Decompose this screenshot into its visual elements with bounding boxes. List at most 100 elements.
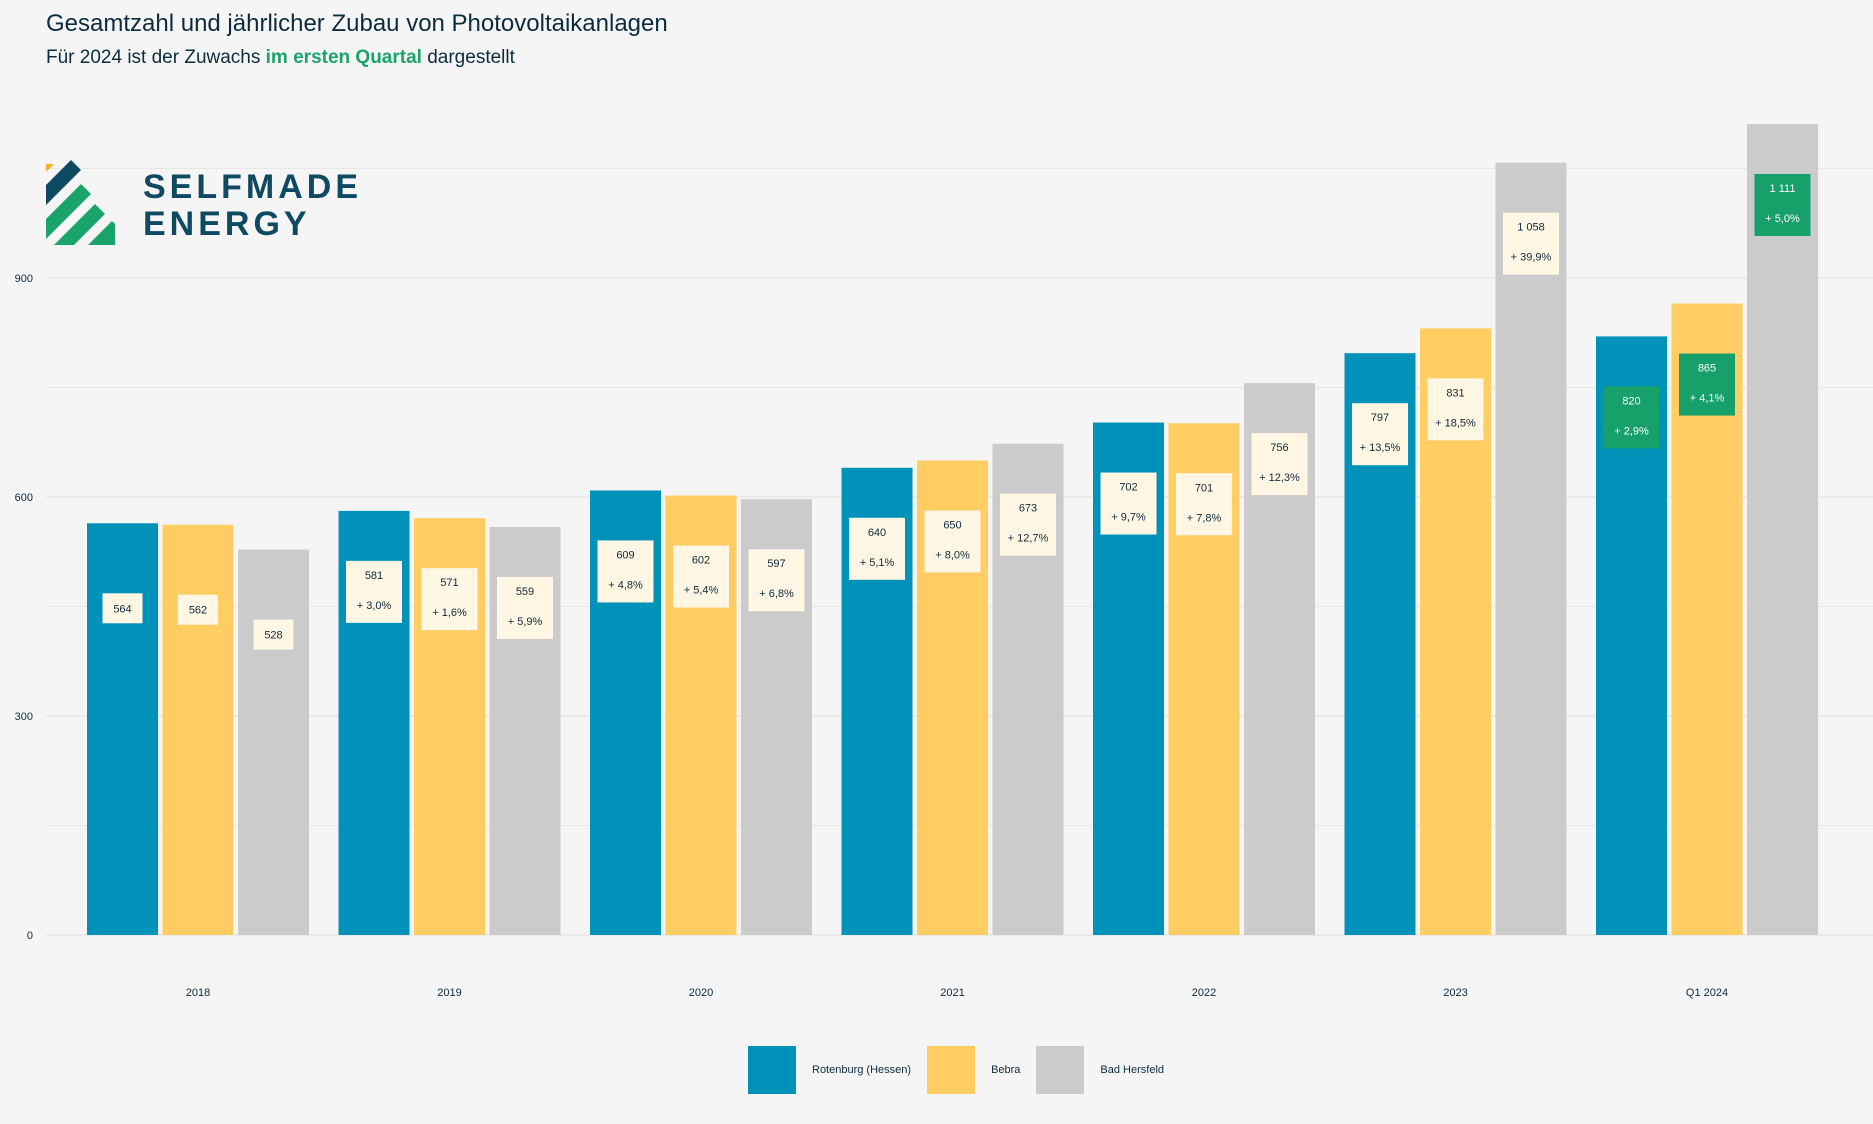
value-label: 820 [1622,395,1640,407]
growth-label: + 2,9% [1614,425,1649,437]
y-tick-label: 0 [27,930,33,942]
legend-label: Bebra [991,1064,1021,1076]
value-label-box [924,510,981,573]
value-label-box [1100,472,1157,535]
value-label-box [1427,378,1484,441]
value-label: 571 [440,577,458,589]
bar [1747,123,1818,936]
value-label: 559 [516,586,534,598]
value-label-box [1176,473,1232,536]
value-label: 865 [1698,363,1716,375]
value-label-box [1679,353,1735,416]
logo-text-line-1: SELFMADE [143,168,362,206]
value-label: 528 [264,630,282,642]
y-tick-label: 600 [15,492,33,504]
x-category-label: 2019 [437,987,461,999]
value-label: 564 [113,603,131,615]
growth-label: + 5,1% [860,557,895,569]
growth-label: + 1,6% [432,607,467,619]
value-label-box [497,576,553,639]
value-label-box [748,549,805,612]
value-label-box [346,560,402,623]
logo-yellow-corner [46,164,54,172]
logo-text-line-2: ENERGY [143,205,311,243]
growth-label: + 18,5% [1435,417,1476,429]
value-label: 562 [189,605,207,617]
growth-label: + 12,3% [1259,472,1300,484]
x-category-label: 2020 [689,987,713,999]
legend-swatch [748,1046,796,1094]
legend-item: Bad Hersfeld [1036,1046,1164,1094]
legend-swatch [1036,1046,1085,1094]
value-label: 1 058 [1517,222,1545,234]
value-label: 640 [868,527,886,539]
legend-label: Bad Hersfeld [1100,1064,1165,1076]
value-label: 702 [1119,482,1137,494]
subtitle-part-2: dargestellt [427,47,515,68]
value-label-box [102,593,143,624]
growth-label: + 5,9% [508,616,543,628]
x-category-label: 2021 [940,987,964,999]
value-label-box [1754,173,1811,236]
bar [87,523,158,935]
selfmade-energy-logo: SELFMADE ENERGY [46,160,362,245]
value-label: 602 [692,555,710,567]
growth-label: + 3,0% [357,600,392,612]
value-label: 650 [943,520,961,532]
x-category-label: 2023 [1443,987,1467,999]
value-label: 831 [1446,387,1464,399]
growth-label: + 5,4% [684,585,719,597]
value-label-box [421,568,478,631]
value-label-box [673,545,729,608]
growth-label: + 4,1% [1690,393,1725,405]
growth-label: + 5,0% [1765,213,1800,225]
growth-label: + 12,7% [1008,533,1049,545]
value-label: 1 111 [1770,183,1796,195]
bar [238,549,309,935]
value-label: 581 [365,570,383,582]
value-label-box [597,540,654,603]
value-label: 673 [1019,503,1037,515]
chart-title: Gesamtzahl und jährlicher Zubau von Phot… [46,10,668,37]
value-label: 797 [1371,412,1389,424]
growth-label: + 39,9% [1511,252,1552,264]
value-label-box [849,517,905,580]
value-label: 701 [1195,482,1213,494]
growth-label: + 9,7% [1111,512,1146,524]
legend-item: Rotenburg (Hessen) [748,1046,911,1094]
legend-label: Rotenburg (Hessen) [812,1064,912,1076]
logo-green-stripe-1 [46,184,91,239]
subtitle-highlight: im ersten Quartal [265,47,422,68]
legend-item: Bebra [927,1046,1020,1094]
x-category-label: 2018 [186,987,210,999]
growth-label: + 4,8% [608,579,643,591]
x-category-label: Q1 2024 [1686,987,1728,999]
growth-label: + 8,0% [935,550,970,562]
logo-green-stripe-3 [88,221,115,245]
value-label-box [1251,433,1308,496]
value-label: 597 [767,558,785,570]
value-label-box [1352,403,1408,466]
growth-label: + 7,8% [1187,512,1222,524]
y-tick-label: 300 [15,711,33,723]
growth-label: + 13,5% [1360,442,1401,454]
legend-swatch [927,1046,976,1094]
y-tick-label: 900 [15,273,33,285]
subtitle-part-1: Für 2024 ist der Zuwachs [46,47,261,68]
x-category-label: 2022 [1192,987,1216,999]
value-label-box [1000,493,1056,556]
value-label-box [1603,386,1660,449]
logo-dark-stripe [46,160,81,205]
chart-subtitle: Für 2024 ist der Zuwachs im ersten Quart… [46,47,515,69]
growth-label: + 6,8% [759,588,794,600]
value-label: 609 [616,549,634,561]
value-label: 756 [1270,442,1288,454]
bar [1495,162,1567,935]
bar [162,524,234,935]
value-label-box [253,619,294,650]
logo-green-stripe-2 [54,204,105,245]
value-label-box [1503,212,1559,275]
chart-legend: Rotenburg (Hessen) Bebra Bad Hersfeld [748,1046,1180,1094]
value-label-box [178,594,218,625]
